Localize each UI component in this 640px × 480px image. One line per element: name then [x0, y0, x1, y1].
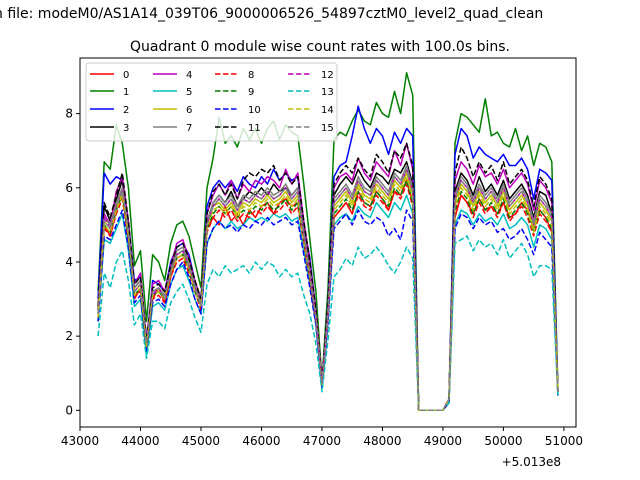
y-tick-label-0: 0 [65, 403, 73, 417]
legend-label-12: 12 [321, 70, 334, 81]
legend-label-1: 1 [123, 87, 129, 98]
legend-label-6: 6 [186, 105, 192, 116]
legend-label-7: 7 [186, 123, 192, 134]
x-offset-label: +5.013e8 [502, 455, 561, 469]
legend-label-11: 11 [248, 123, 261, 134]
x-axis-ticks: 43000 44000 45000 46000 47000 48000 49000 50000… [61, 427, 583, 448]
y-axis-ticks: 0 2 4 6 8 [65, 107, 80, 417]
y-tick-label-8: 8 [65, 107, 73, 121]
legend-label-0: 0 [123, 70, 129, 81]
plot-frame [79, 57, 577, 428]
legend-label-8: 8 [248, 70, 254, 81]
series-layer [97, 72, 559, 412]
figure-title: n file: modeM0/AS1A14_039T06_9000006526_… [0, 6, 543, 22]
legend-label-10: 10 [248, 105, 261, 116]
y-tick-label-2: 2 [65, 329, 73, 343]
legend-label-4: 4 [186, 70, 192, 81]
x-tick-label-50000: 50000 [484, 434, 522, 448]
x-tick-label-46000: 46000 [242, 434, 280, 448]
x-tick-label-48000: 48000 [363, 434, 401, 448]
x-tick-label-49000: 49000 [424, 434, 462, 448]
legend-label-9: 9 [248, 87, 254, 98]
y-tick-label-6: 6 [65, 181, 73, 195]
x-tick-label-47000: 47000 [303, 434, 341, 448]
series-line-15 [97, 168, 559, 412]
legend-label-5: 5 [186, 87, 192, 98]
y-tick-label-4: 4 [65, 255, 73, 269]
x-tick-label-44000: 44000 [121, 434, 159, 448]
series-line-10 [97, 209, 559, 412]
chart-title: Quadrant 0 module wise count rates with … [130, 39, 510, 55]
legend-frame [85, 62, 338, 142]
x-tick-label-45000: 45000 [182, 434, 220, 448]
legend-label-2: 2 [123, 105, 129, 116]
x-tick-label-51000: 51000 [545, 434, 583, 448]
x-tick-label-43000: 43000 [61, 434, 99, 448]
series-line-13 [97, 235, 559, 412]
axes [79, 57, 577, 428]
legend-label-15: 15 [321, 123, 334, 134]
series-line-14 [97, 175, 559, 412]
legend-label-14: 14 [321, 105, 334, 116]
series-line-8 [97, 183, 559, 412]
legend-label-13: 13 [321, 87, 334, 98]
legend-label-3: 3 [123, 123, 129, 134]
